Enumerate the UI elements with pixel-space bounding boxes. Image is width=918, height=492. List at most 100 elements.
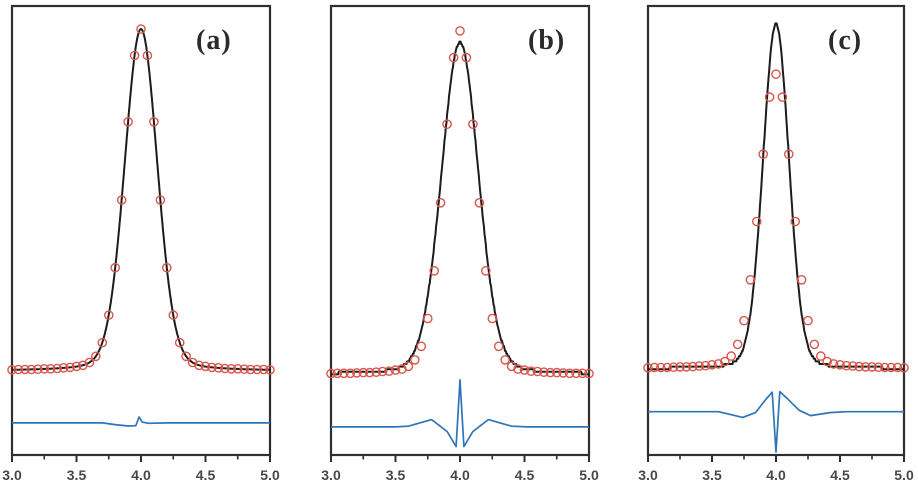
observed-point bbox=[564, 368, 575, 379]
observed-point bbox=[584, 368, 594, 379]
observed-point bbox=[739, 315, 749, 326]
observed-point bbox=[84, 357, 95, 368]
observed-point bbox=[416, 341, 427, 352]
observed-point bbox=[181, 351, 191, 362]
observed-point bbox=[886, 362, 897, 373]
observed-point bbox=[174, 337, 185, 348]
observed-point bbox=[480, 265, 491, 276]
observed-point bbox=[816, 351, 826, 361]
plot-frame bbox=[646, 4, 906, 457]
observed-point bbox=[326, 368, 336, 379]
x-tick-label: 3.5 bbox=[67, 467, 87, 483]
x-tick-label: 4.5 bbox=[515, 467, 535, 483]
observed-point bbox=[155, 195, 166, 205]
observed-point bbox=[675, 362, 685, 372]
observed-point bbox=[149, 117, 159, 127]
observed-point bbox=[239, 364, 249, 375]
observed-point bbox=[161, 262, 172, 273]
calculated-curve bbox=[647, 22, 905, 371]
observed-point bbox=[745, 274, 756, 285]
observed-point bbox=[552, 367, 562, 378]
observed-point bbox=[848, 361, 858, 371]
panel-label-b: (b) bbox=[528, 25, 566, 56]
observed-point bbox=[571, 368, 581, 379]
observed-point bbox=[104, 310, 114, 320]
observed-point bbox=[252, 364, 262, 375]
difference-curve bbox=[331, 379, 589, 448]
observed-point bbox=[390, 365, 401, 375]
observed-point bbox=[474, 197, 485, 208]
x-tick-label: 4.0 bbox=[450, 467, 470, 483]
x-tick-label: 3.5 bbox=[386, 467, 406, 483]
observed-point bbox=[435, 197, 446, 208]
observed-point bbox=[232, 363, 243, 374]
observed-point bbox=[461, 52, 472, 63]
observed-point bbox=[656, 362, 666, 373]
panel-label-c: (c) bbox=[828, 25, 863, 56]
x-tick-label: 3.0 bbox=[2, 467, 22, 483]
calculated-curve bbox=[11, 28, 271, 371]
observed-point bbox=[532, 366, 543, 377]
panel-b-plot: 3.0 3.5 4.0 4.5 5.0 bbox=[321, 4, 599, 483]
observed-point bbox=[732, 339, 743, 350]
observed-point bbox=[142, 50, 153, 61]
observed-point bbox=[422, 313, 433, 324]
observed-point bbox=[752, 216, 762, 227]
observed-point bbox=[136, 24, 146, 34]
observed-point bbox=[519, 365, 530, 375]
observed-point bbox=[539, 367, 549, 378]
x-tick-label: 3.0 bbox=[321, 467, 341, 483]
observed-point bbox=[822, 356, 833, 367]
observed-point bbox=[899, 362, 909, 373]
observed-point bbox=[688, 361, 698, 372]
observed-point bbox=[643, 362, 653, 373]
panel-label-a: (a) bbox=[196, 25, 232, 56]
observed-point bbox=[58, 362, 69, 373]
observed-point bbox=[526, 366, 536, 377]
x-tick-label: 4.0 bbox=[766, 467, 786, 483]
observed-point bbox=[384, 366, 394, 377]
observed-point bbox=[880, 362, 890, 373]
observed-point bbox=[828, 359, 839, 369]
observed-point bbox=[784, 149, 794, 159]
observed-point bbox=[577, 368, 588, 379]
observed-point bbox=[803, 315, 813, 326]
observed-point bbox=[200, 361, 211, 372]
observed-point bbox=[487, 313, 498, 324]
observed-point bbox=[7, 365, 17, 375]
observed-point bbox=[129, 50, 140, 61]
observed-point bbox=[245, 364, 256, 375]
observed-point bbox=[700, 360, 711, 371]
observed-point bbox=[707, 359, 717, 370]
observed-point bbox=[468, 119, 478, 129]
observed-point bbox=[455, 26, 465, 36]
observed-point bbox=[713, 359, 724, 369]
panel-c-plot: 3.0 3.5 4.0 4.5 5.0 bbox=[638, 4, 914, 483]
observed-point bbox=[377, 366, 388, 377]
observed-point bbox=[545, 367, 556, 378]
observed-point bbox=[332, 368, 343, 379]
difference-curve bbox=[12, 416, 270, 427]
observed-point bbox=[45, 363, 56, 374]
observed-point bbox=[91, 351, 101, 362]
observed-point bbox=[226, 363, 237, 374]
observed-point bbox=[358, 367, 369, 378]
observed-point bbox=[403, 361, 414, 372]
observed-point bbox=[513, 364, 523, 374]
observed-point bbox=[71, 361, 82, 372]
x-tick-label: 5.0 bbox=[579, 467, 599, 483]
observed-point bbox=[726, 351, 737, 361]
plot-frame bbox=[10, 4, 272, 457]
observed-point bbox=[649, 362, 660, 373]
observed-point bbox=[867, 362, 877, 372]
observed-point bbox=[265, 365, 275, 375]
observed-point bbox=[213, 362, 224, 373]
observed-point bbox=[668, 362, 679, 373]
observed-point bbox=[493, 341, 504, 352]
observed-point bbox=[116, 195, 127, 205]
observed-point bbox=[345, 368, 356, 379]
observed-point bbox=[777, 92, 788, 102]
observed-point bbox=[39, 363, 50, 374]
